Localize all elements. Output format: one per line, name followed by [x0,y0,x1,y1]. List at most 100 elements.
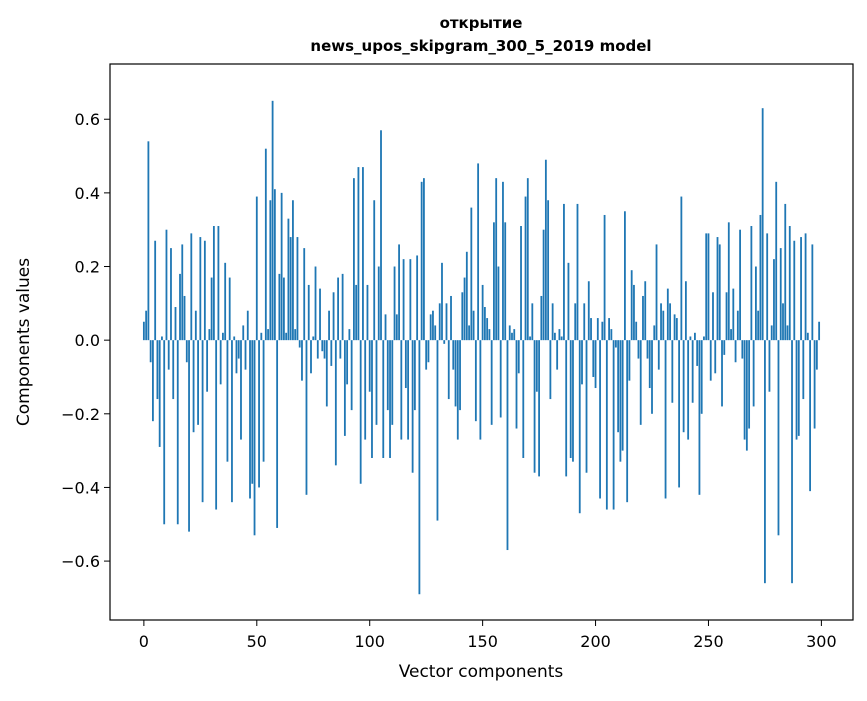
bar [382,340,385,458]
bar [432,310,434,341]
y-tick-label: −0.6 [61,552,100,571]
bar [465,251,468,341]
bar [287,218,290,341]
bar [572,340,574,462]
bar [635,321,638,341]
bar [235,340,238,374]
bar [682,340,685,433]
x-tick-label: 0 [139,632,149,651]
bar [768,340,771,392]
bar [222,332,224,341]
bar [301,340,303,381]
bar [540,295,543,341]
bar [757,310,760,341]
bar [538,340,540,477]
bar [736,310,739,341]
bar [689,336,692,341]
bar [508,325,511,341]
bar [490,340,493,425]
bar [334,340,337,466]
bar [429,314,432,341]
bar [325,340,328,407]
bar [811,244,814,341]
bar [323,340,326,359]
bar [628,340,631,381]
bar [404,340,407,389]
bar [698,340,701,495]
bar [542,229,545,341]
bar [739,229,741,341]
bar [276,340,279,528]
bar [330,340,333,366]
bar [750,226,753,341]
bar [145,310,148,341]
bar [343,340,346,436]
bar [633,284,635,341]
bar [246,310,249,341]
bar [784,203,787,341]
bar [533,340,536,473]
bar [154,240,157,341]
bar [804,233,807,341]
bar [176,340,179,525]
bar [563,203,565,341]
bar [599,340,601,499]
bar [472,310,475,341]
bar [818,321,821,341]
y-tick-label: 0.4 [75,184,100,203]
bar [423,178,425,341]
bar [730,329,732,341]
bar [782,303,784,341]
bar [524,196,527,341]
bar [149,340,152,363]
bar [262,340,265,462]
bar [438,303,441,341]
bar [793,240,796,341]
bar [305,340,308,495]
bar [743,340,746,440]
bar [226,340,229,462]
bar [328,310,330,341]
x-axis-ticks: 0 50 100 150 200 250 300 [139,620,837,651]
bar [630,270,633,341]
bar [192,340,195,433]
bar [506,340,509,551]
bar [657,340,660,370]
bar [158,340,161,447]
bar [427,340,430,363]
x-tick-label: 150 [467,632,498,651]
bar [696,340,699,366]
bar [558,329,561,341]
bar [172,340,175,400]
bar [400,340,403,440]
bar [165,229,168,341]
bar [391,340,394,425]
bar [797,340,800,436]
bar [398,244,400,341]
bar [240,340,242,440]
bar [199,237,202,341]
bar [267,329,269,341]
bar [547,200,550,341]
bar [452,340,455,370]
bar [529,336,531,341]
bar [244,340,247,370]
bar [777,340,780,536]
bar [445,303,448,341]
bar [596,318,599,341]
bar [371,340,373,458]
bar [228,277,231,341]
bar [479,340,482,440]
bar [303,248,306,341]
bar [504,222,507,341]
bar [264,148,267,341]
bar [181,244,184,341]
bar [678,340,681,488]
bar [560,336,563,341]
bar [513,329,516,341]
bar [282,277,285,341]
y-tick-label: 0.2 [75,258,100,277]
bar [386,340,389,411]
bar [249,340,251,499]
